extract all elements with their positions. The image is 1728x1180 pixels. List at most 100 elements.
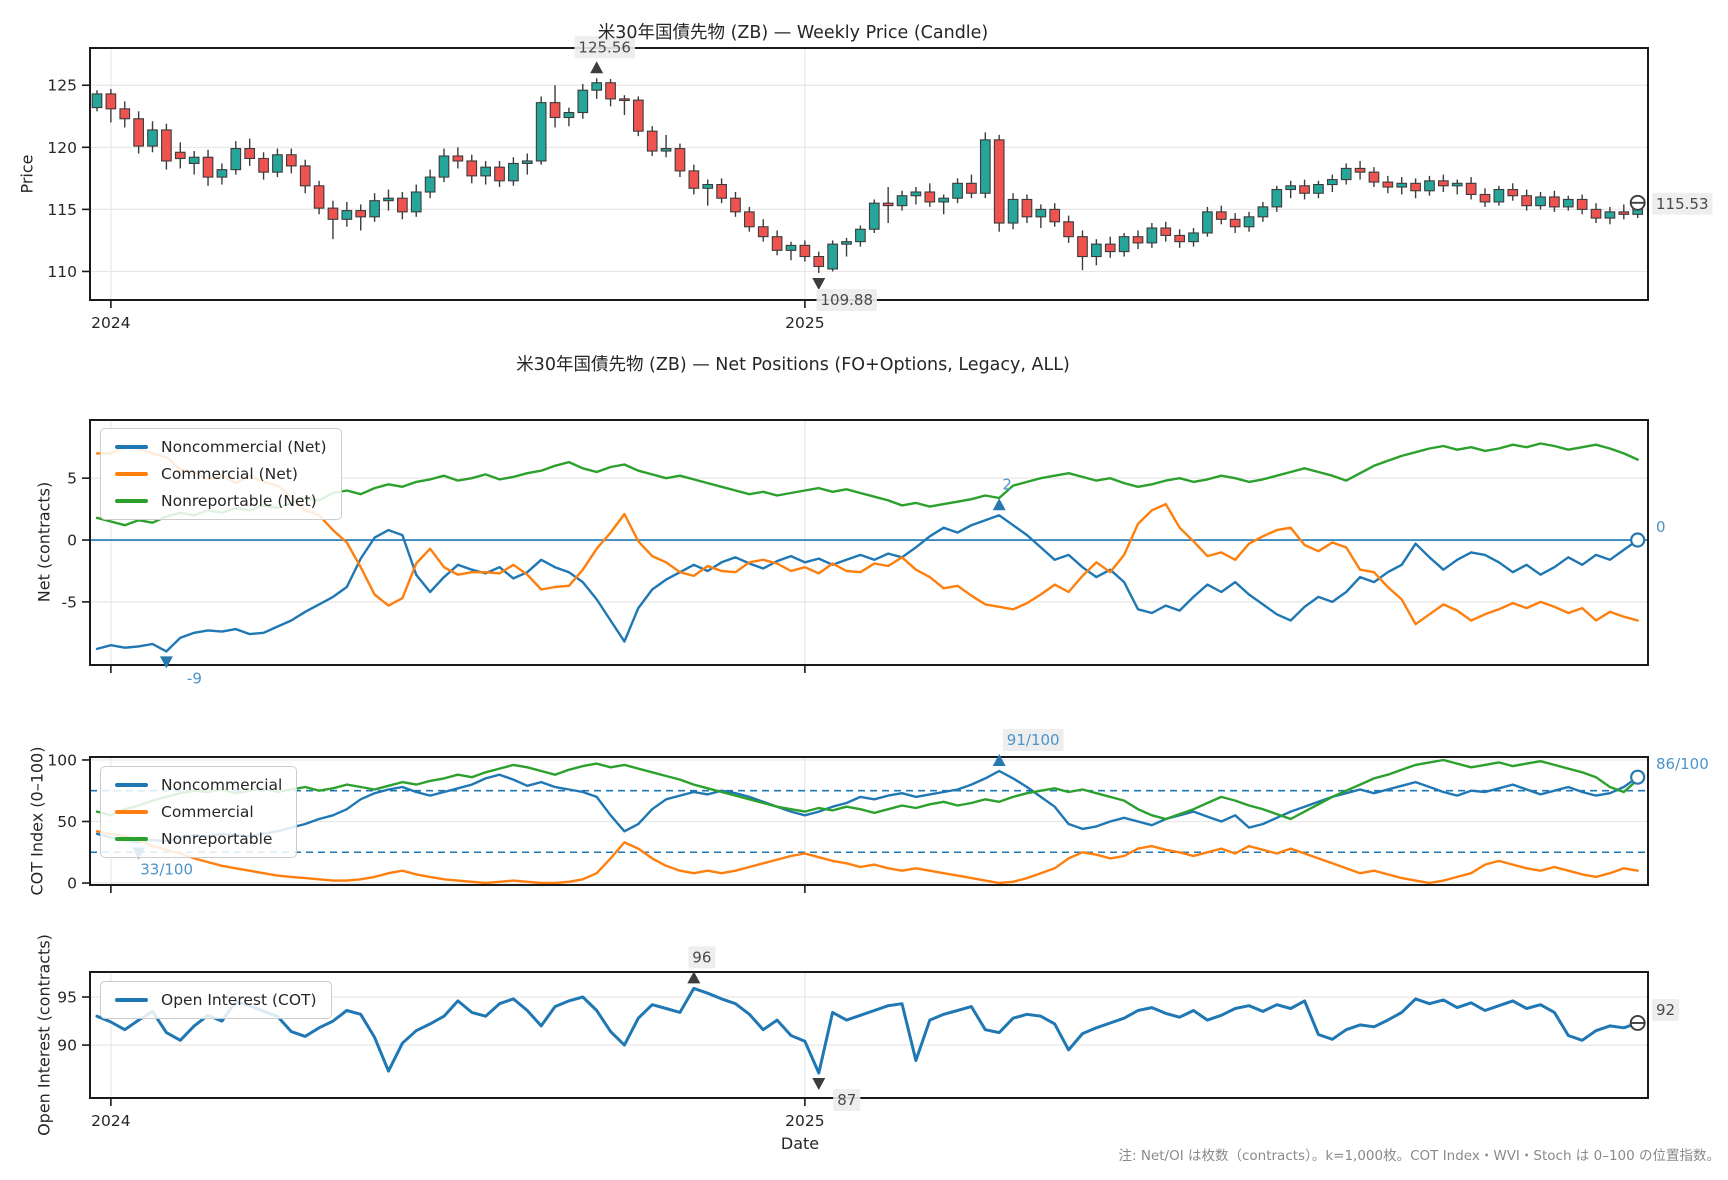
candle bbox=[1507, 188, 1519, 197]
legend-item-nonreportable-net: Nonreportable (Net) bbox=[115, 492, 327, 510]
candle bbox=[1215, 211, 1227, 220]
price-panel: 110 115 120 125 2024 2025 125.56 109.88 115.53 bbox=[47, 36, 1713, 332]
candle bbox=[1049, 208, 1061, 223]
legend-item-open-interest-cot: Open Interest (COT) bbox=[115, 991, 317, 1009]
candle bbox=[841, 241, 852, 245]
cot-noncommercial-line bbox=[95, 769, 1639, 844]
candle bbox=[230, 148, 242, 171]
candle bbox=[188, 156, 200, 164]
legend-label: Noncommercial bbox=[161, 776, 283, 794]
legend-label: Nonreportable bbox=[161, 830, 273, 848]
annotation-pill bbox=[833, 1088, 861, 1111]
candle bbox=[410, 191, 422, 213]
candle bbox=[299, 165, 311, 187]
oi-annotation-92: 92 bbox=[1656, 1001, 1675, 1019]
annotation-pill bbox=[1002, 729, 1064, 752]
candle bbox=[1424, 180, 1435, 192]
candle bbox=[660, 148, 672, 152]
candle bbox=[202, 156, 214, 178]
candle bbox=[1229, 218, 1241, 228]
candle bbox=[383, 197, 394, 202]
cot-nonreportable-line bbox=[95, 758, 1639, 821]
candle bbox=[757, 226, 769, 238]
cot-annotation-86-100: 86/100 bbox=[1656, 755, 1709, 773]
candle bbox=[868, 202, 880, 230]
cot-legend: Noncommercial Commercial Nonreportable bbox=[100, 766, 298, 858]
x-tick-label: 2024 bbox=[91, 314, 130, 332]
legend-item-commercial-net: Commercial (Net) bbox=[115, 465, 327, 483]
price-annotation-109-88: 109.88 bbox=[821, 291, 874, 309]
y-tick-label: 110 bbox=[47, 263, 77, 281]
candle bbox=[910, 191, 922, 197]
candle bbox=[744, 211, 755, 228]
candle bbox=[355, 210, 367, 218]
panel-border bbox=[89, 419, 1649, 666]
candle bbox=[1174, 234, 1185, 243]
max-marker-icon bbox=[992, 498, 1006, 511]
legend-label: Commercial bbox=[161, 803, 254, 821]
candle bbox=[313, 185, 325, 209]
candle bbox=[1410, 182, 1421, 192]
candle bbox=[1202, 211, 1213, 234]
candle bbox=[1271, 188, 1283, 208]
candle bbox=[327, 207, 339, 220]
legend-label: Commercial (Net) bbox=[161, 465, 298, 483]
last-marker-icon bbox=[1630, 532, 1646, 548]
candle bbox=[397, 197, 408, 213]
candle bbox=[1451, 182, 1463, 187]
candle bbox=[605, 82, 616, 100]
y-tick-label: 115 bbox=[47, 201, 77, 219]
candle bbox=[1521, 195, 1532, 207]
y-tick-label: 5 bbox=[67, 470, 77, 488]
candle bbox=[563, 112, 575, 119]
candle bbox=[133, 118, 144, 147]
candle bbox=[855, 228, 866, 243]
oi-panel: 90 95 2024 2025 96 87 92 bbox=[57, 946, 1680, 1130]
candle bbox=[924, 191, 936, 203]
y-tick-label: 100 bbox=[47, 751, 77, 769]
cot-annotation-91-100: 91/100 bbox=[1007, 731, 1060, 749]
legend-swatch-icon bbox=[115, 445, 148, 449]
last-marker-icon bbox=[1630, 769, 1646, 785]
candle bbox=[1243, 216, 1255, 228]
candle bbox=[549, 102, 561, 119]
candle bbox=[1438, 180, 1449, 187]
candle bbox=[896, 195, 908, 207]
legend-item-commercial: Commercial bbox=[115, 803, 282, 821]
net-nonreportable-net-line bbox=[95, 442, 1639, 527]
candle bbox=[272, 154, 283, 173]
candle bbox=[1493, 188, 1505, 203]
legend-swatch-icon bbox=[115, 783, 148, 787]
candle bbox=[1285, 185, 1297, 191]
candle bbox=[577, 89, 589, 114]
candle bbox=[535, 102, 547, 162]
price-annotation-115-53: 115.53 bbox=[1656, 195, 1709, 213]
candle bbox=[424, 176, 436, 193]
net-panel-title: 米30年国債先物 (ZB) — Net Positions (FO+Option… bbox=[516, 355, 1070, 375]
candle bbox=[105, 93, 117, 110]
candle bbox=[1340, 167, 1352, 181]
candle bbox=[521, 160, 533, 164]
legend-swatch-icon bbox=[115, 472, 148, 476]
net-annotation-2: 2 bbox=[1002, 475, 1012, 493]
date-axis-label: Date bbox=[780, 1134, 820, 1153]
legend-label: Noncommercial (Net) bbox=[161, 438, 327, 456]
candle bbox=[369, 200, 380, 218]
candle bbox=[730, 197, 741, 213]
candle bbox=[1035, 208, 1047, 218]
candle bbox=[1313, 184, 1324, 194]
candle bbox=[1104, 243, 1116, 253]
candle bbox=[508, 162, 519, 182]
legend-item-nonreportable: Nonreportable bbox=[115, 830, 282, 848]
oi-annotation-87: 87 bbox=[837, 1091, 856, 1109]
candle bbox=[702, 184, 714, 189]
net-noncommercial-net-line bbox=[95, 514, 1639, 653]
min-marker-icon bbox=[159, 656, 173, 669]
candle bbox=[882, 202, 894, 207]
candle bbox=[1007, 198, 1019, 224]
legend-label: Open Interest (COT) bbox=[161, 991, 317, 1009]
candle bbox=[438, 155, 450, 178]
panel-border bbox=[89, 971, 1649, 1099]
